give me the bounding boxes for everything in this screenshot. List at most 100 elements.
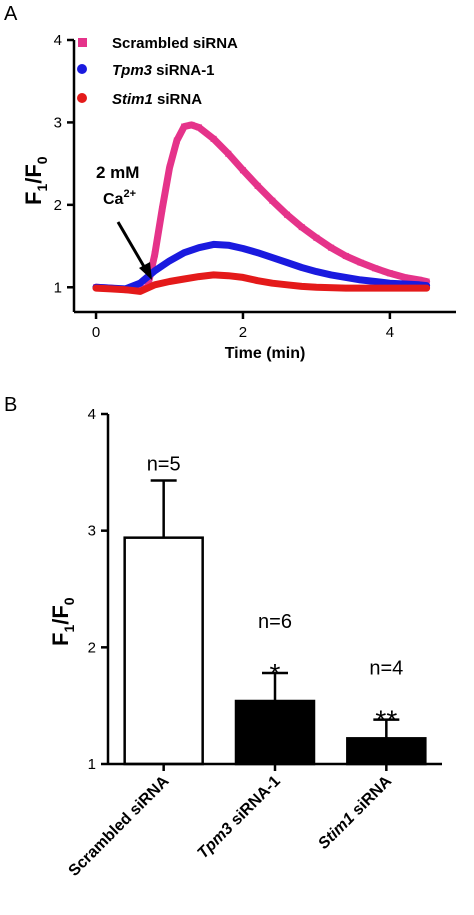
data-point [122,286,129,293]
legend-label-stim1: Stim1 siRNA [112,91,202,108]
data-point [225,242,232,249]
n-label: n=4 [369,658,403,680]
data-point [401,274,408,281]
data-point [107,285,114,292]
panel-a-y-label: F1/F0 [21,156,50,205]
data-point [372,265,379,272]
panel-a-y-tick-label: 4 [54,32,62,49]
category-label: Stim1 siRNA [315,772,395,852]
annotation-arrow [116,221,152,280]
b-ylabel-sub1: 1 [61,625,77,633]
data-point [269,197,276,204]
data-point [416,276,423,283]
significance-marker: * [270,658,281,689]
data-point [239,167,246,174]
legend-label-tpm3-italic: Tpm3 [112,62,153,79]
data-point [173,137,180,144]
data-point [357,259,364,266]
data-point [401,285,408,292]
data-point [423,285,430,292]
data-point [342,274,349,281]
data-point [239,245,246,252]
panel-a-series [92,121,431,295]
annotation-ca-sup: 2+ [123,188,136,200]
data-point [269,254,276,261]
annotation-ca-base: Ca [103,191,124,208]
panel-a-y-tick-label: 2 [54,197,62,214]
legend-label-scrambled-rest: Scrambled siRNA [112,35,238,52]
panel-b-y-ticks: 1 2 3 4 [88,406,108,773]
data-point [313,234,320,241]
panel-a-x-tick-label: 0 [92,324,100,341]
panel-a-x-tick-label: 2 [239,324,247,341]
data-point [166,164,173,171]
data-point [254,182,261,189]
panel-b-x-ticks: Scrambled siRNA Tpm3 siRNA-1 Stim1 siRNA [66,764,395,880]
n-label: n=6 [258,611,292,633]
data-point [423,278,430,285]
data-point [151,267,158,274]
bar [346,737,427,766]
data-point [386,270,393,277]
data-point [159,205,166,212]
panel-a-x-tick-label: 4 [386,324,394,341]
data-point [195,273,202,280]
panel-a-x-label: Time (min) [225,345,306,362]
ylabel-sub1: 1 [34,184,50,192]
legend-label-scrambled: Scrambled siRNA [112,35,238,52]
panel-b-y-label: F1/F0 [48,597,77,646]
panel-a-x-ticks: 0 2 4 [92,312,394,341]
category-label: Scrambled siRNA [66,772,173,879]
data-point [342,252,349,259]
data-point [313,284,320,291]
annotation-2mm: 2 mM [96,163,139,182]
data-point [342,285,349,292]
category-label: Tpm3 siRNA-1 [194,773,283,862]
panel-b-bar-chart: n=5 n=6 * n=4 ** 1 2 3 4 Scrambled siRNA Tpm3 si… [48,406,442,880]
data-point [166,257,173,264]
data-point [188,121,195,128]
data-point [181,123,188,130]
panel-b-y-tick-label: 3 [88,523,96,540]
panel-b-y-tick-label: 1 [88,756,96,773]
data-point [357,276,364,283]
data-point [195,124,202,131]
legend-label-stim1-italic: Stim1 [112,91,153,108]
data-point [137,288,144,295]
data-point [298,224,305,231]
data-point [298,264,305,271]
ylabel-sub0: 0 [34,156,50,164]
legend-marker-stim1 [77,93,87,103]
data-point [166,278,173,285]
n-label: n=5 [147,454,181,476]
panel-label-b: B [4,394,17,416]
data-point [137,280,144,287]
legend-label-tpm3-rest: siRNA-1 [152,62,215,79]
b-ylabel-f: F [48,633,73,646]
data-point [181,249,188,256]
annotation-ca: Ca2+ [103,188,136,208]
ylabel-slash-f: /F [21,164,46,184]
panel-b-y-tick-label: 4 [88,406,96,423]
data-point [151,281,158,288]
data-point [210,241,217,248]
data-point [225,272,232,279]
data-point [151,251,158,258]
panel-b-y-tick-label: 2 [88,639,96,656]
data-point [93,285,100,292]
legend-marker-tpm3 [77,64,87,74]
data-point [254,249,261,256]
data-point [328,271,335,278]
panel-label-a: A [4,3,18,25]
data-point [284,211,291,218]
legend-marker-scrambled [78,38,87,47]
panel-a-y-ticks: 1 2 3 4 [54,32,74,296]
data-point [210,135,217,142]
data-point [372,278,379,285]
panel-b-bars: n=5 n=6 * n=4 ** [123,454,427,766]
legend-label-tpm3: Tpm3 siRNA-1 [112,62,215,79]
data-point [181,276,188,283]
data-point [195,244,202,251]
data-point [284,259,291,266]
